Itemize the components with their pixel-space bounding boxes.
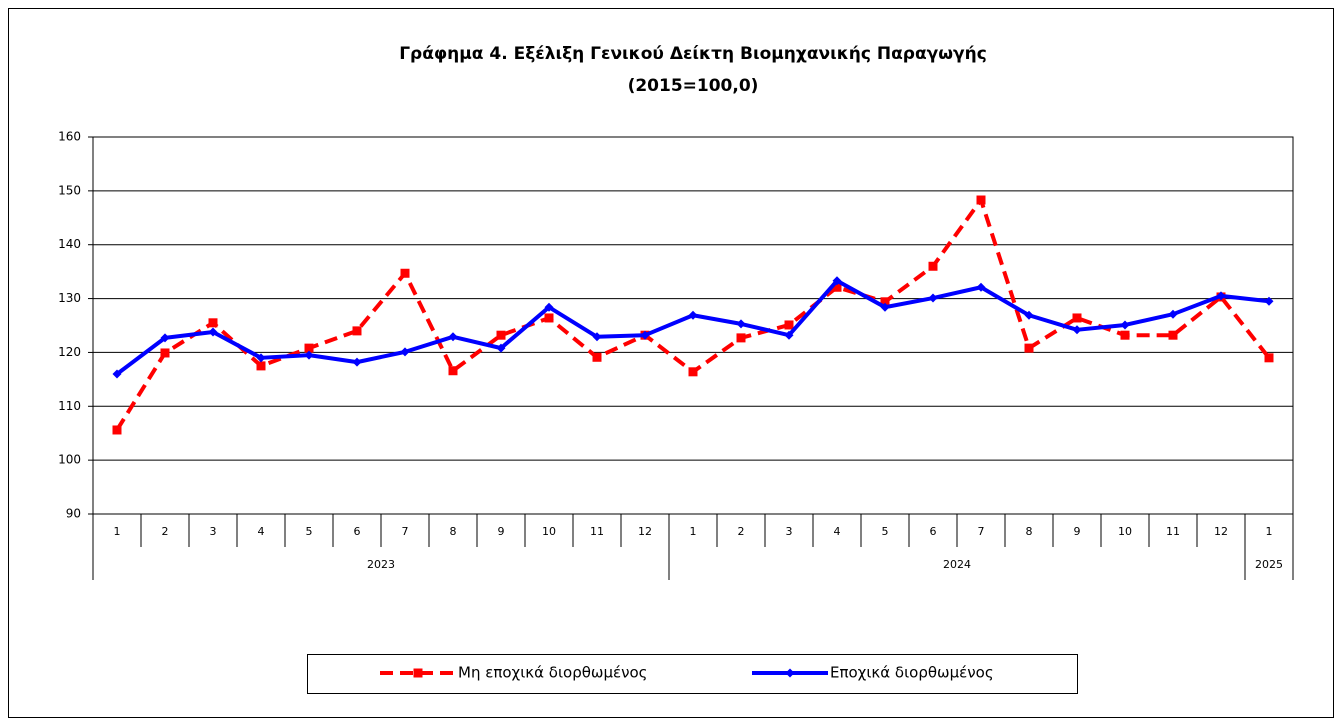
- marker: [976, 195, 986, 205]
- marker: [1168, 309, 1178, 319]
- marker: [1264, 353, 1274, 363]
- marker: [976, 282, 986, 292]
- y-tick-label: 110: [58, 399, 81, 413]
- marker: [160, 348, 170, 358]
- y-tick-label: 130: [58, 291, 81, 305]
- marker: [400, 347, 410, 357]
- x-tick-label: 9: [1074, 525, 1081, 538]
- marker: [928, 261, 938, 271]
- marker: [112, 369, 122, 379]
- legend-marker: [413, 668, 423, 678]
- x-tick-label: 1: [114, 525, 121, 538]
- marker: [1024, 310, 1034, 320]
- y-tick-label: 150: [58, 183, 81, 197]
- marker: [352, 357, 362, 367]
- x-tick-label: 3: [786, 525, 793, 538]
- marker: [448, 332, 458, 342]
- x-tick-label: 10: [542, 525, 556, 538]
- marker: [1072, 313, 1082, 323]
- marker: [1264, 296, 1274, 306]
- marker: [1072, 325, 1082, 335]
- marker: [784, 330, 794, 340]
- x-group-label: 2024: [943, 558, 971, 571]
- x-tick-label: 8: [450, 525, 457, 538]
- legend-label: Μη εποχικά διορθωμένος: [458, 664, 647, 682]
- marker: [1120, 320, 1130, 330]
- y-tick-label: 140: [58, 237, 81, 251]
- x-tick-label: 4: [258, 525, 265, 538]
- marker: [304, 350, 314, 360]
- y-tick-label: 120: [58, 345, 81, 359]
- x-group-label: 2023: [367, 558, 395, 571]
- x-tick-label: 2: [162, 525, 169, 538]
- x-tick-label: 12: [638, 525, 652, 538]
- legend-label: Εποχικά διορθωμένος: [830, 664, 994, 682]
- marker: [1120, 330, 1130, 340]
- marker: [736, 319, 746, 329]
- x-tick-label: 2: [738, 525, 745, 538]
- marker: [640, 330, 650, 340]
- marker: [880, 297, 890, 307]
- x-tick-label: 3: [210, 525, 217, 538]
- marker: [592, 352, 602, 362]
- legend-marker: [785, 668, 795, 678]
- marker: [1168, 330, 1178, 340]
- marker: [352, 326, 362, 336]
- marker: [160, 333, 170, 343]
- x-tick-label: 1: [690, 525, 697, 538]
- marker: [832, 276, 842, 286]
- marker: [784, 320, 794, 330]
- y-tick-label: 100: [58, 453, 81, 467]
- marker: [1216, 291, 1226, 301]
- marker: [736, 333, 746, 343]
- marker: [304, 343, 314, 353]
- chart-title: Γράφημα 4. Εξέλιξη Γενικού Δείκτη Βιομηχ…: [399, 44, 987, 64]
- marker: [592, 332, 602, 342]
- marker: [112, 425, 122, 435]
- x-tick-label: 5: [306, 525, 313, 538]
- marker: [256, 361, 266, 371]
- x-tick-label: 6: [354, 525, 361, 538]
- x-tick-label: 6: [930, 525, 937, 538]
- chart-subtitle: (2015=100,0): [628, 76, 759, 96]
- x-tick-label: 10: [1118, 525, 1132, 538]
- x-tick-label: 7: [978, 525, 985, 538]
- x-group-label: 2025: [1255, 558, 1283, 571]
- x-tick-label: 7: [402, 525, 409, 538]
- marker: [544, 313, 554, 323]
- marker: [832, 282, 842, 292]
- marker: [208, 318, 218, 328]
- marker: [256, 353, 266, 363]
- marker: [544, 302, 554, 312]
- x-tick-label: 9: [498, 525, 505, 538]
- marker: [688, 310, 698, 320]
- legend-box: [307, 654, 1078, 694]
- marker: [448, 366, 458, 376]
- marker: [688, 367, 698, 377]
- x-tick-label: 8: [1026, 525, 1033, 538]
- x-tick-label: 12: [1214, 525, 1228, 538]
- y-tick-label: 90: [66, 507, 81, 521]
- marker: [496, 343, 506, 353]
- marker: [400, 268, 410, 278]
- marker: [928, 293, 938, 303]
- x-tick-label: 11: [1166, 525, 1180, 538]
- marker: [880, 302, 890, 312]
- marker: [1024, 343, 1034, 353]
- marker: [496, 330, 506, 340]
- x-tick-label: 4: [834, 525, 841, 538]
- y-tick-label: 160: [58, 130, 81, 144]
- marker: [208, 327, 218, 337]
- x-tick-label: 5: [882, 525, 889, 538]
- x-tick-label: 11: [590, 525, 604, 538]
- x-tick-label: 1: [1266, 525, 1273, 538]
